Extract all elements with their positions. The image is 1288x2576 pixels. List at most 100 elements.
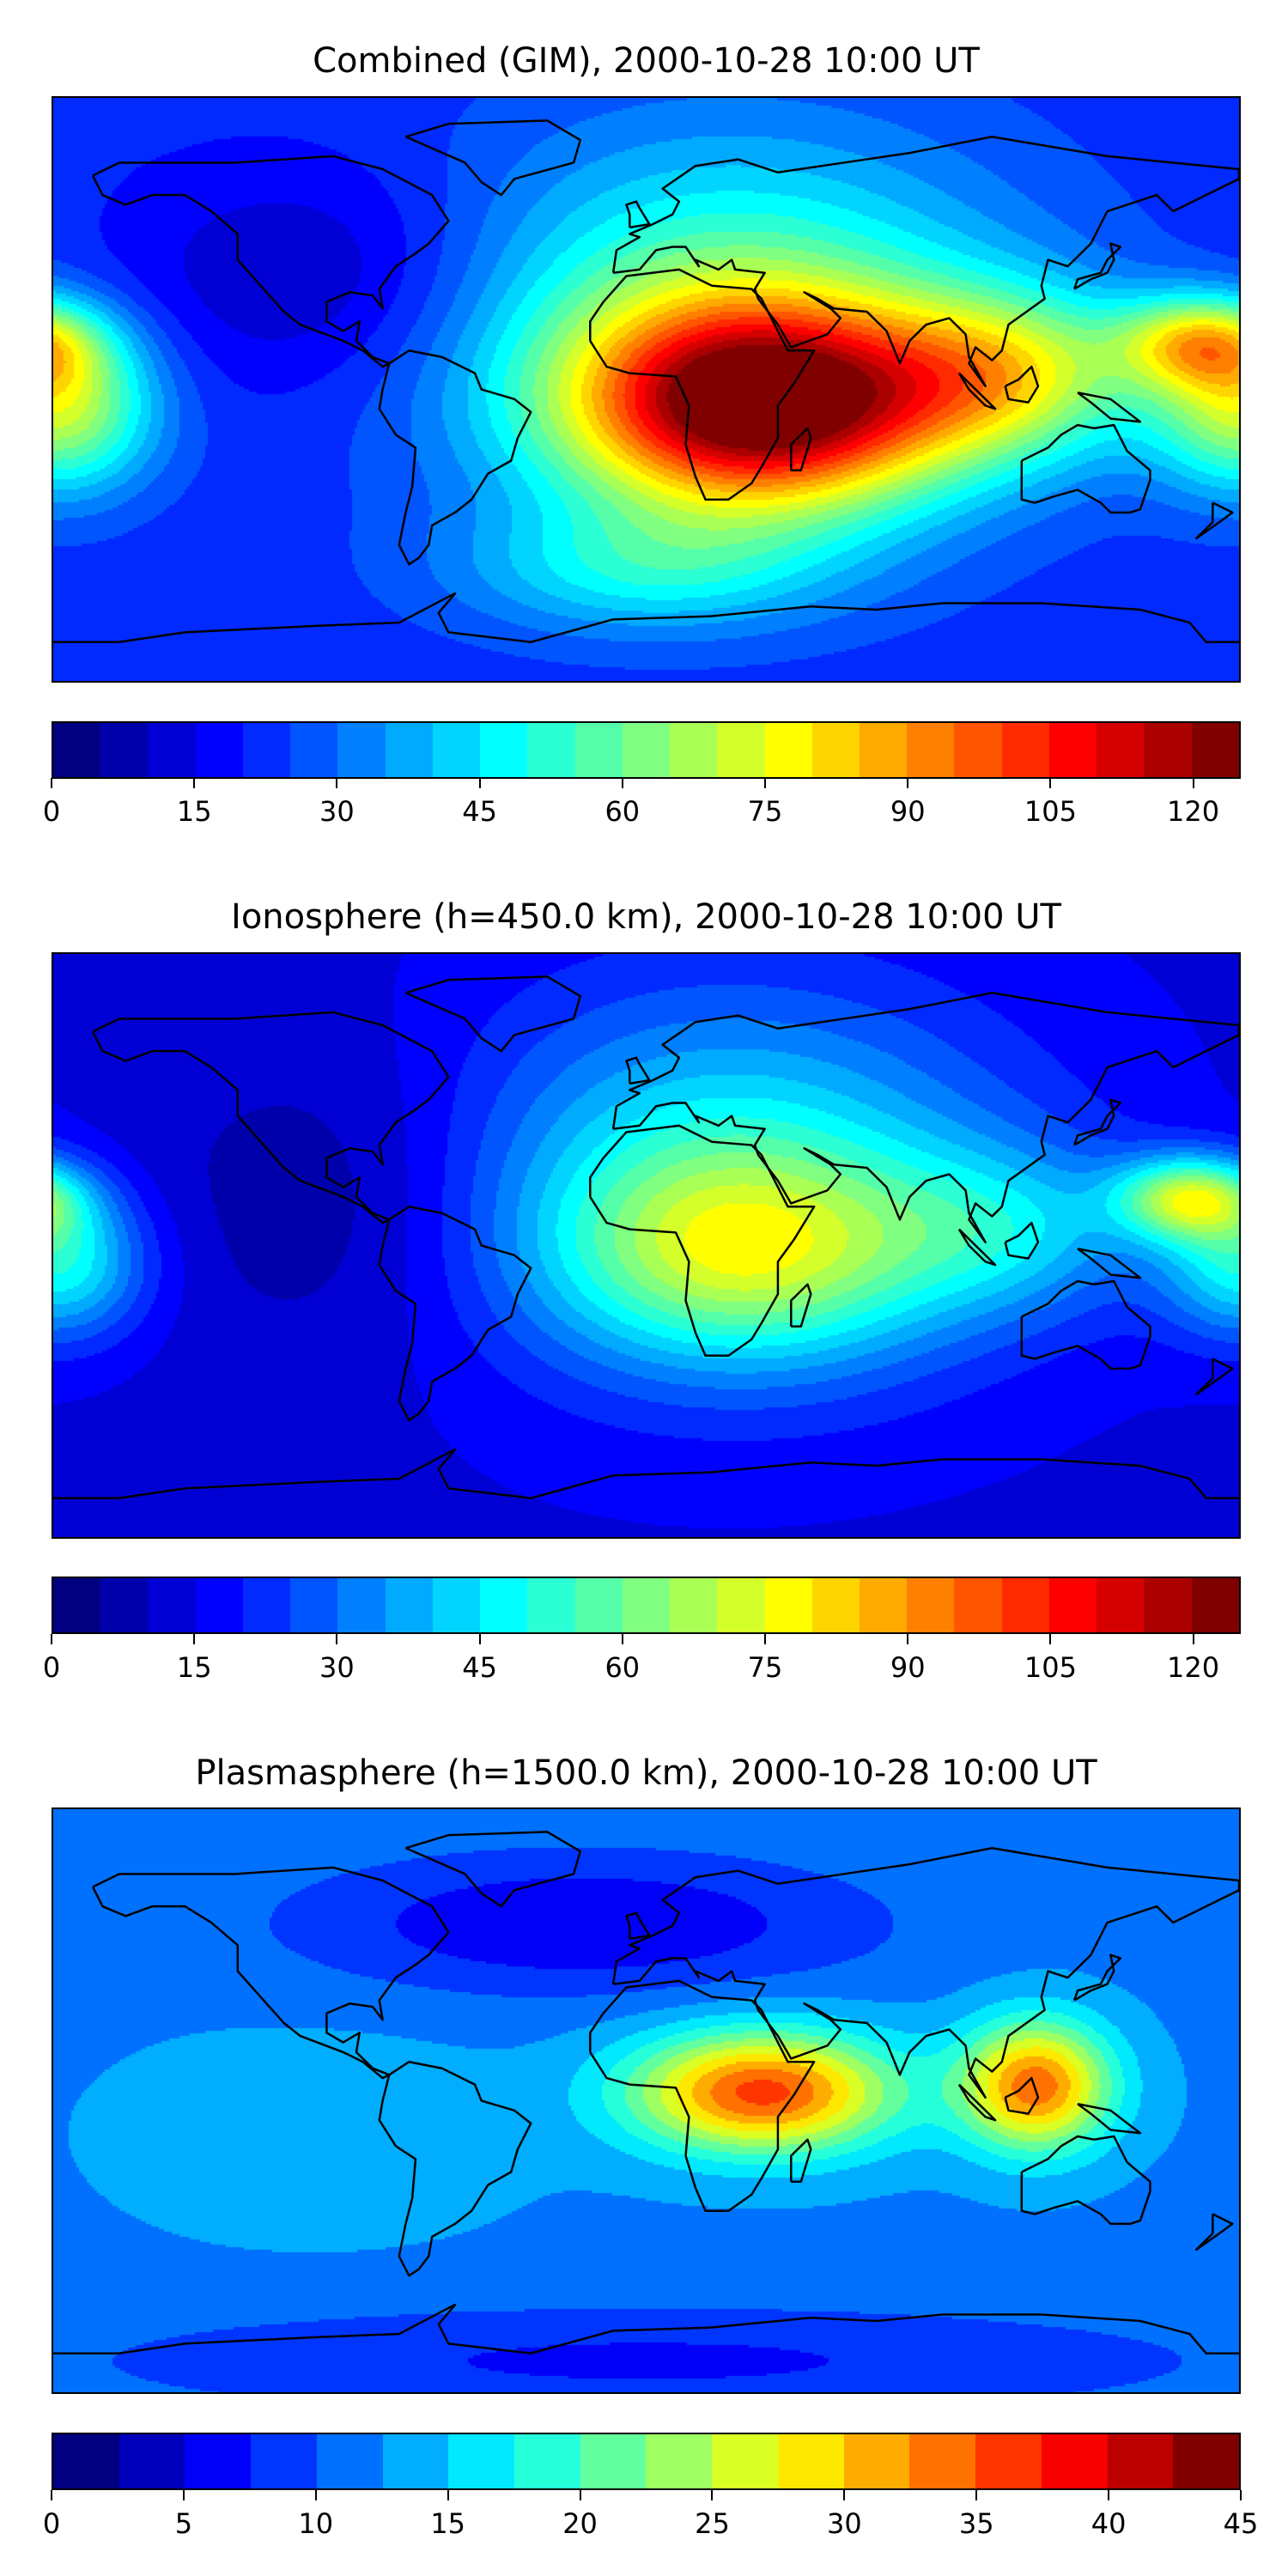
coastline	[53, 592, 1239, 643]
colorbar-tick-label: 105	[1024, 1651, 1077, 1684]
colorbar-bin	[100, 723, 149, 777]
colorbar-tick-label: 90	[890, 795, 926, 828]
coastline	[53, 2303, 1239, 2354]
field-raster	[53, 954, 1239, 1537]
coastline	[378, 2060, 532, 2277]
map-plasmasphere	[52, 1807, 1241, 2394]
colorbar-bin	[1048, 1578, 1097, 1632]
colorbar-bin	[53, 723, 101, 777]
colorbar-ionosphere	[52, 1577, 1241, 1634]
colorbar-tick-label: 120	[1167, 795, 1220, 828]
colorbar-tick	[764, 778, 766, 788]
colorbar-bin	[843, 2434, 910, 2488]
colorbar-tick-label: 60	[605, 1651, 641, 1684]
colorbar-bin	[527, 1578, 575, 1632]
colorbar-bin	[53, 1578, 101, 1632]
coastline	[378, 349, 532, 566]
colorbar-tick	[1192, 1634, 1194, 1644]
coastline	[611, 992, 1239, 1243]
colorbar-tick	[314, 2490, 317, 2500]
colorbar-tick-label: 35	[958, 2507, 994, 2540]
coastline	[404, 119, 582, 197]
coastlines	[53, 1831, 1239, 2354]
colorbar-bin	[337, 723, 386, 777]
colorbar-bin	[1191, 723, 1239, 777]
coastline	[790, 1283, 812, 1328]
coastlines	[53, 119, 1239, 643]
colorbar-tick	[478, 1634, 481, 1644]
coastline	[53, 1448, 1239, 1499]
colorbar-bin	[975, 2434, 1042, 2488]
colorbar-bin	[432, 723, 481, 777]
colorbar-tick	[51, 1634, 52, 1644]
colorbar-tick	[1049, 778, 1052, 788]
colorbar-tick-label: 15	[176, 1651, 212, 1684]
colorbar-bin	[148, 1578, 196, 1632]
coastline	[790, 427, 812, 472]
colorbar-bin	[954, 1578, 1002, 1632]
coastline	[378, 1205, 532, 1422]
colorbar-bin	[1001, 723, 1049, 777]
colorbar-bin	[1001, 1578, 1049, 1632]
colorbar-combined	[52, 721, 1241, 779]
colorbar-bin	[480, 723, 528, 777]
coastline	[589, 1124, 816, 1358]
colorbar-tick-label: 40	[1091, 2507, 1127, 2540]
coastline	[589, 1979, 816, 2213]
coastline	[91, 1011, 450, 1224]
colorbar-tick	[1192, 778, 1194, 788]
colorbar-bin	[622, 1578, 671, 1632]
coastline	[957, 1228, 997, 1267]
colorbar-tick-label: 0	[42, 795, 61, 828]
colorbar-bin	[670, 723, 718, 777]
colorbar-bin	[514, 2434, 580, 2488]
colorbar-bin	[1041, 2434, 1108, 2488]
colorbar-bin	[670, 1578, 718, 1632]
colorbar-bin	[580, 2434, 647, 2488]
colorbar-bin	[907, 1578, 955, 1632]
colorbar-bin	[195, 1578, 243, 1632]
coastline	[1020, 2135, 1151, 2226]
coastline	[91, 1866, 450, 2080]
colorbar-bin	[859, 723, 908, 777]
colorbar-tick	[336, 778, 338, 788]
colorbar-tick	[764, 1634, 766, 1644]
colorbar-tick-label: 30	[826, 2507, 862, 2540]
coastline	[625, 1911, 651, 1941]
colorbar-tick-label: 15	[176, 795, 212, 828]
colorbar-tick	[907, 1634, 909, 1644]
colorbar-bin	[480, 1578, 528, 1632]
colorbar-tick	[193, 1634, 196, 1644]
coastline	[1073, 1953, 1122, 2002]
coastline	[1194, 1358, 1234, 1396]
colorbar-tick-label: 45	[1223, 2507, 1259, 2540]
colorbar-tick	[51, 2490, 52, 2500]
colorbar-tick-label: 25	[695, 2507, 730, 2540]
coastline	[1004, 2076, 1040, 2115]
coastline	[589, 268, 816, 501]
coastline	[1004, 1221, 1040, 1260]
colorbar-bin	[316, 2434, 383, 2488]
colorbar-tick	[621, 1634, 623, 1644]
coastline	[611, 136, 1239, 387]
colorbar-bin	[777, 2434, 844, 2488]
colorbar-tick	[478, 778, 481, 788]
colorbar-bin	[1173, 2434, 1239, 2488]
colorbar-tick	[51, 778, 52, 788]
colorbar-bin	[646, 2434, 713, 2488]
colorbar-tick	[907, 778, 909, 788]
colorbar-bin	[1097, 723, 1145, 777]
coastline	[625, 1056, 651, 1085]
colorbar-tick	[579, 2490, 581, 2500]
colorbar-tick-label: 45	[462, 795, 497, 828]
colorbar-bin	[1191, 1578, 1239, 1632]
colorbar-tick	[447, 2490, 449, 2500]
colorbar-bin	[712, 2434, 778, 2488]
colorbar-bin	[432, 1578, 481, 1632]
colorbar-tick-label: 75	[747, 1651, 783, 1684]
colorbar-tick	[1108, 2490, 1110, 2500]
colorbar-bin	[1107, 2434, 1174, 2488]
colorbar-bin	[1097, 1578, 1145, 1632]
colorbar-bin	[290, 723, 338, 777]
map-combined	[52, 96, 1241, 683]
